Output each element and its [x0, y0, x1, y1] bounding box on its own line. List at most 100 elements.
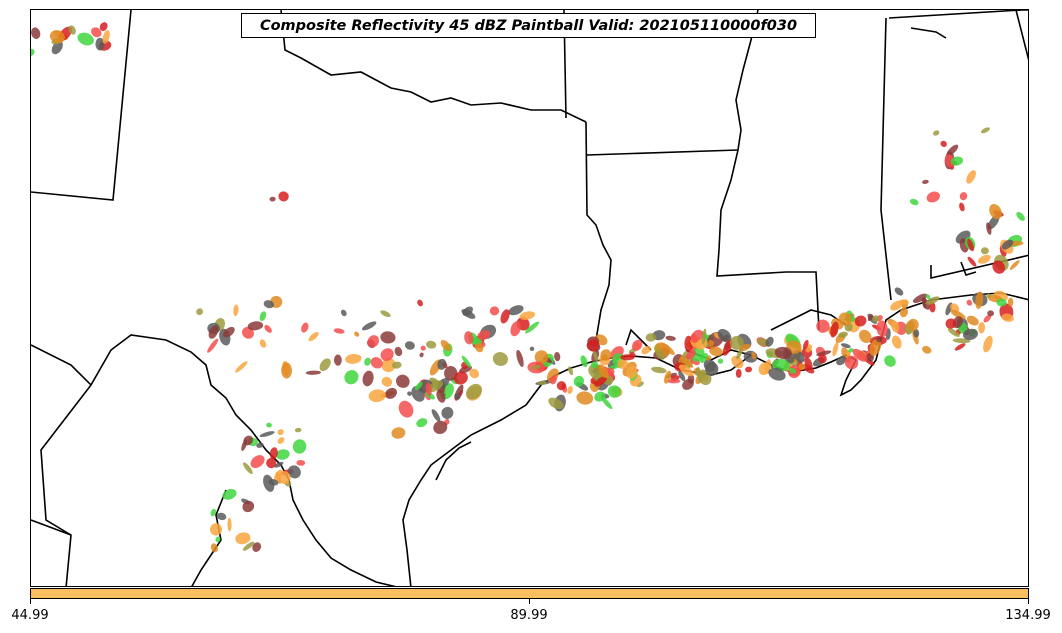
- paintball-blob: [745, 366, 753, 373]
- paintball-blob: [362, 370, 374, 387]
- paintball-blob: [717, 328, 732, 343]
- paintball-blob: [269, 196, 276, 202]
- paintball-blob: [597, 364, 609, 379]
- paintball-blob: [947, 328, 960, 337]
- paintball-blob: [925, 296, 940, 305]
- paintball-blob: [464, 331, 474, 345]
- paintball-blob: [431, 409, 441, 422]
- paintball-blob: [838, 331, 848, 338]
- paintball-blob: [707, 340, 715, 347]
- paintball-blob: [869, 338, 882, 356]
- paintball-blob: [978, 254, 991, 264]
- paintball-blob: [250, 455, 265, 469]
- paintball-blob: [954, 343, 966, 351]
- paintball-blob: [381, 376, 393, 387]
- paintball-blob: [840, 343, 851, 349]
- paintball-blob: [49, 30, 65, 44]
- paintball-blob: [292, 439, 307, 454]
- paintball-blob: [440, 339, 451, 352]
- paintball-blob: [264, 325, 272, 333]
- paintball-blob: [277, 471, 291, 484]
- paintball-blob: [534, 350, 549, 364]
- paintball-blob: [580, 355, 588, 368]
- paintball-blob: [626, 366, 638, 379]
- paintball-blob: [208, 325, 219, 339]
- paintball-blob: [899, 307, 908, 318]
- paintball-blob: [247, 321, 264, 331]
- paintball-blob: [966, 315, 979, 326]
- paintball-blob: [394, 346, 403, 357]
- paintball-blob: [370, 357, 383, 369]
- paintball-blob: [223, 326, 235, 338]
- paintball-blob: [437, 358, 447, 370]
- paintball-blob: [416, 418, 428, 428]
- paintball-blob: [980, 127, 990, 134]
- paintball-blob: [816, 350, 832, 357]
- paintball-blob: [427, 380, 443, 393]
- paintball-blob: [417, 299, 423, 307]
- paintball-blob: [556, 381, 566, 391]
- paintball-blob: [319, 358, 331, 372]
- paintball-blob: [765, 336, 774, 347]
- paintball-blob: [102, 30, 110, 44]
- paintball-blob: [884, 355, 896, 367]
- paintball-blob: [216, 512, 227, 521]
- paintball-blob: [549, 375, 557, 385]
- paintball-blob: [945, 318, 957, 329]
- paintball-blob: [425, 382, 432, 396]
- paintball-blob: [419, 352, 424, 358]
- paintball-blob: [573, 375, 585, 387]
- paintball-blob: [832, 341, 839, 357]
- map-canvas: [31, 10, 1028, 586]
- paintball-blob: [701, 328, 707, 345]
- paintball-blob: [607, 385, 621, 398]
- paintball-blob: [830, 321, 839, 338]
- paintball-blob: [959, 192, 968, 201]
- paintball-blob: [950, 156, 964, 166]
- paintball-blob: [686, 350, 696, 360]
- paintball-blob: [266, 458, 277, 469]
- paintball-blob: [529, 346, 535, 352]
- paintball-blob: [380, 348, 394, 361]
- paintball-blob: [548, 397, 564, 410]
- paintball-blob: [709, 346, 723, 357]
- paintball-blob: [967, 256, 977, 267]
- paintball-blob: [263, 474, 275, 492]
- colorbar-tick-label-0: 44.99: [11, 608, 49, 623]
- paintball-blob: [277, 437, 285, 444]
- paintball-blob: [655, 349, 665, 360]
- paintball-blob: [294, 427, 302, 433]
- paintball-blob: [586, 339, 600, 352]
- paintball-blob: [91, 27, 102, 38]
- paintball-blob: [554, 352, 561, 362]
- paintball-blob: [788, 367, 797, 374]
- paintball-blob: [894, 287, 904, 296]
- paintball-blob: [31, 48, 35, 57]
- colorbar-tick-label-2: 134.99: [1005, 608, 1051, 623]
- state-boundaries: [31, 10, 1028, 586]
- paintball-blob: [665, 335, 676, 341]
- paintball-blob: [959, 202, 965, 212]
- paintball-blob: [278, 191, 289, 202]
- paintball-blob: [940, 140, 947, 148]
- paintball-blob: [207, 338, 219, 353]
- paintball-blob: [568, 366, 574, 376]
- paintball-blob: [933, 130, 940, 136]
- paintball-blob: [259, 339, 267, 348]
- paintball-blob: [836, 355, 847, 366]
- paintball-blob: [978, 322, 986, 334]
- paintball-blob: [210, 508, 217, 517]
- paintball-blob: [641, 345, 651, 355]
- paintball-blob: [852, 348, 868, 362]
- map-frame: [30, 9, 1029, 587]
- paintball-blob: [461, 355, 472, 368]
- paintball-blob: [912, 293, 928, 303]
- paintball-blob: [415, 381, 423, 391]
- paintball-blobs: [31, 22, 1025, 553]
- paintball-blob: [798, 363, 806, 371]
- paintball-blob: [576, 391, 594, 405]
- paintball-blob: [966, 170, 976, 184]
- paintball-blob: [680, 356, 694, 368]
- paintball-blob: [629, 352, 636, 359]
- paintball-blob: [263, 300, 275, 309]
